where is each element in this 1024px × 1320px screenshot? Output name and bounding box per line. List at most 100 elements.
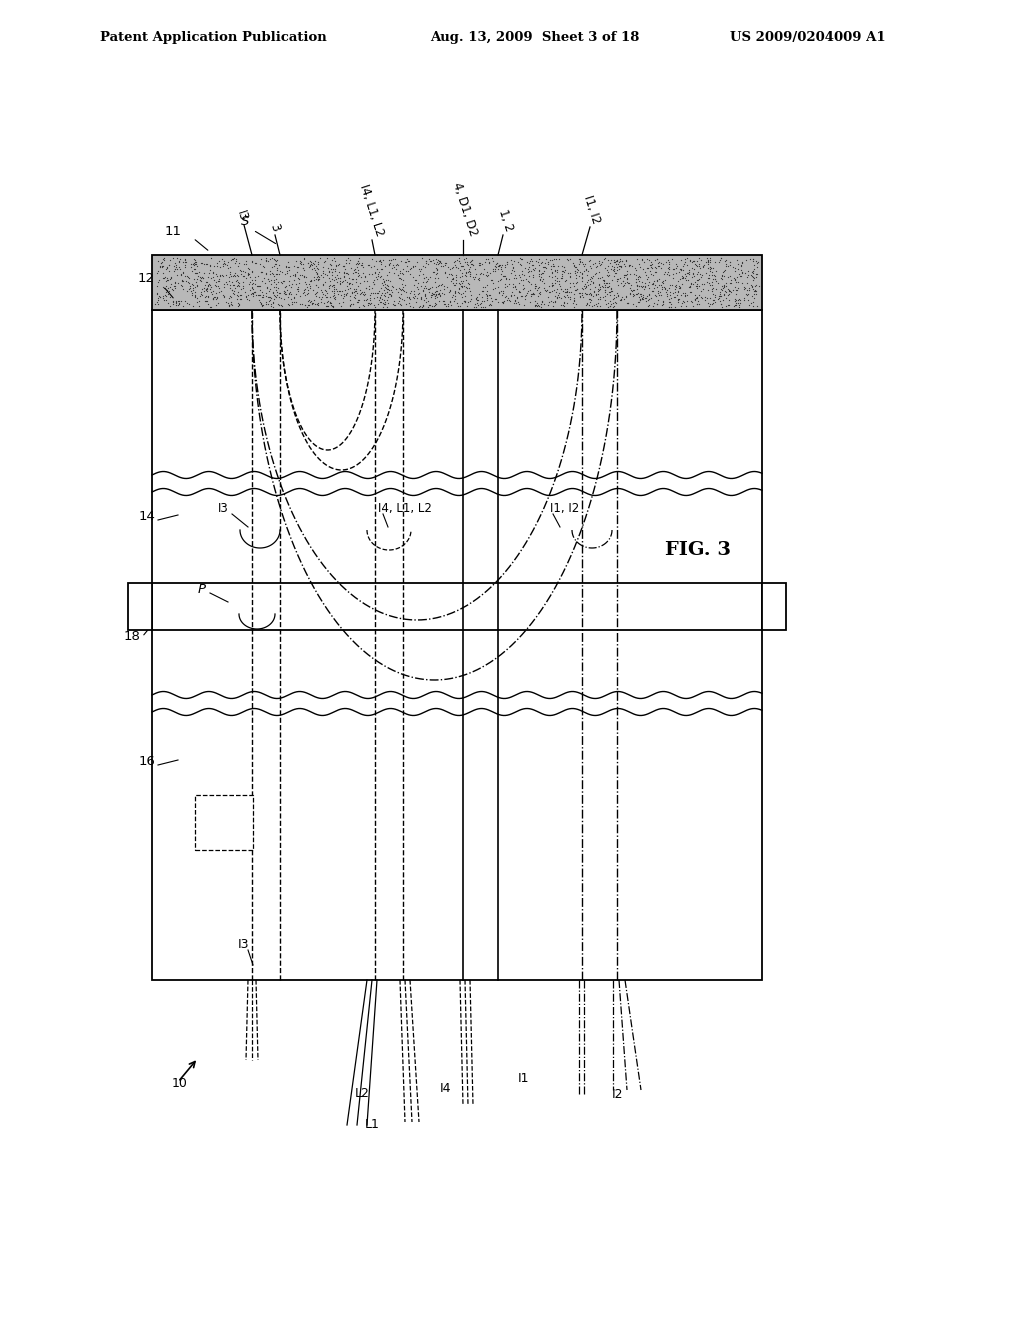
Point	[174, 263, 190, 284]
Point	[430, 284, 446, 305]
Point	[162, 296, 178, 317]
Point	[409, 269, 425, 290]
Point	[150, 293, 166, 314]
Point	[378, 269, 394, 290]
Point	[484, 259, 501, 280]
Point	[418, 277, 434, 298]
Text: I4, L1, L2: I4, L1, L2	[357, 182, 386, 238]
Point	[694, 256, 711, 277]
Point	[347, 288, 364, 309]
Point	[499, 289, 515, 310]
Point	[541, 265, 557, 286]
Point	[286, 255, 302, 276]
Point	[313, 281, 330, 302]
Point	[221, 296, 238, 317]
Point	[351, 290, 368, 312]
Point	[224, 282, 241, 304]
Point	[350, 289, 367, 310]
Point	[658, 285, 675, 306]
Point	[555, 296, 571, 317]
Point	[496, 290, 512, 312]
Point	[307, 284, 324, 305]
Point	[693, 267, 710, 288]
Point	[714, 264, 730, 285]
Point	[654, 273, 671, 294]
Point	[515, 275, 531, 296]
Point	[618, 260, 635, 281]
Point	[610, 253, 627, 275]
Point	[232, 259, 249, 280]
Point	[339, 276, 355, 297]
Point	[487, 256, 504, 277]
Point	[309, 259, 326, 280]
Point	[650, 255, 667, 276]
Point	[222, 286, 239, 308]
Point	[629, 275, 645, 296]
Point	[191, 269, 208, 290]
Point	[482, 269, 499, 290]
Point	[741, 294, 758, 315]
Point	[377, 293, 393, 314]
Point	[690, 253, 707, 275]
Point	[705, 257, 721, 279]
Point	[608, 253, 625, 275]
Point	[721, 279, 737, 300]
Point	[290, 276, 306, 297]
Point	[720, 255, 736, 276]
Point	[712, 290, 728, 312]
Point	[253, 294, 269, 315]
Point	[676, 253, 692, 275]
Point	[692, 264, 709, 285]
Point	[399, 286, 416, 308]
Point	[561, 263, 578, 284]
Point	[749, 252, 765, 273]
Point	[645, 277, 662, 298]
Point	[703, 279, 720, 300]
Point	[254, 261, 270, 282]
Point	[188, 263, 205, 284]
Point	[452, 272, 468, 293]
Point	[668, 276, 684, 297]
Point	[713, 285, 729, 306]
Point	[412, 265, 428, 286]
Point	[509, 288, 525, 309]
Point	[669, 285, 685, 306]
Point	[311, 248, 328, 269]
Point	[544, 267, 560, 288]
Point	[309, 252, 326, 273]
Point	[680, 263, 696, 284]
Point	[157, 267, 173, 288]
Point	[718, 296, 734, 317]
Point	[728, 280, 744, 301]
Point	[327, 251, 343, 272]
Point	[603, 259, 620, 280]
Point	[193, 267, 209, 288]
Point	[336, 261, 352, 282]
Point	[643, 255, 659, 276]
Point	[397, 252, 414, 273]
Point	[651, 285, 668, 306]
Point	[298, 284, 314, 305]
Point	[254, 296, 270, 317]
Point	[406, 288, 422, 309]
Point	[267, 251, 284, 272]
Point	[394, 279, 411, 300]
Point	[156, 289, 172, 310]
Point	[586, 294, 602, 315]
Point	[557, 281, 573, 302]
Point	[429, 282, 445, 304]
Point	[356, 267, 373, 288]
Point	[653, 252, 670, 273]
Point	[159, 271, 175, 292]
Point	[517, 257, 534, 279]
Point	[177, 248, 194, 269]
Point	[479, 289, 496, 310]
Point	[394, 273, 411, 294]
Point	[741, 279, 758, 300]
Point	[171, 256, 187, 277]
Point	[327, 267, 343, 288]
Point	[261, 286, 278, 308]
Point	[350, 292, 367, 313]
Point	[264, 281, 281, 302]
Point	[605, 257, 622, 279]
